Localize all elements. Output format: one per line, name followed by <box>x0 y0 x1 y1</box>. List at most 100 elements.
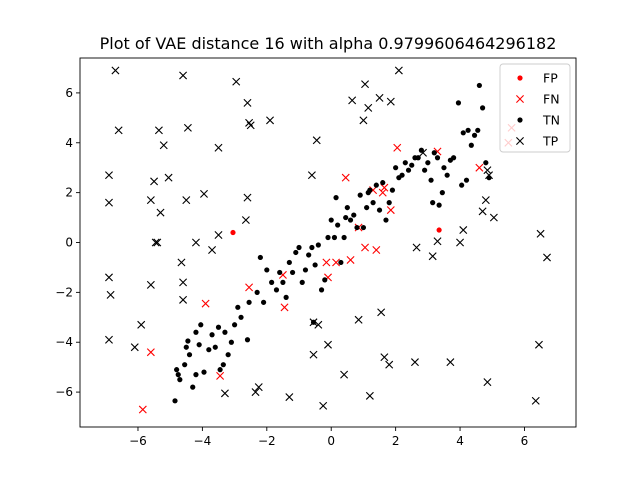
point-tn <box>172 398 178 404</box>
cross-fn <box>372 245 381 254</box>
point-tn <box>302 267 309 273</box>
cross-tp <box>183 123 192 132</box>
point-tn <box>283 294 289 300</box>
point-tn <box>451 155 457 161</box>
point-tn <box>430 200 436 206</box>
point-tn <box>257 254 263 261</box>
point-tn <box>182 362 188 368</box>
cross-tp <box>361 80 370 89</box>
cross-fn <box>378 188 387 197</box>
x-tick-label: 6 <box>521 434 529 448</box>
cross-tp <box>483 378 492 387</box>
cross-tp <box>106 290 115 299</box>
series-tn <box>172 82 492 404</box>
cross-fn <box>138 405 147 414</box>
cross-fn <box>201 299 210 308</box>
cross-tp <box>536 229 545 238</box>
cross-tp <box>446 358 455 367</box>
plot-marks <box>104 66 552 414</box>
cross-tp <box>266 116 275 125</box>
cross-tp <box>483 166 492 175</box>
point-tn <box>422 167 428 173</box>
cross-tp <box>340 370 349 379</box>
cross-tp <box>151 238 160 247</box>
cross-tp <box>214 231 223 240</box>
cross-tp <box>179 71 188 80</box>
cross-tp <box>137 320 146 329</box>
cross-tp <box>531 396 540 405</box>
point-tn <box>380 180 386 186</box>
point-tn <box>383 217 389 223</box>
cross-tp <box>377 308 386 317</box>
cross-tp <box>104 171 113 180</box>
point-tn <box>235 304 241 310</box>
point-tn <box>364 204 370 211</box>
point-tn <box>465 127 471 133</box>
cross-tp <box>314 320 323 329</box>
point-tn <box>357 192 363 198</box>
point-tn <box>206 347 212 353</box>
cross-tp <box>354 315 363 324</box>
point-tn <box>444 172 450 178</box>
cross-fn <box>322 258 331 267</box>
cross-tp <box>412 243 421 252</box>
cross-fn <box>380 183 389 192</box>
cross-tp <box>375 93 384 102</box>
point-tn <box>386 200 392 206</box>
legend-label-fp: FP <box>543 71 558 86</box>
point-tn <box>293 249 299 256</box>
point-tn <box>476 82 482 89</box>
cross-fn <box>280 303 289 312</box>
point-tn <box>373 182 379 188</box>
cross-tp <box>156 208 165 217</box>
point-tn <box>463 177 470 183</box>
cross-tp <box>241 216 250 225</box>
cross-tp <box>385 360 394 369</box>
point-tn <box>428 177 434 183</box>
point-tn <box>212 344 218 350</box>
legend-marker-tp <box>516 137 524 145</box>
cross-tp <box>246 121 255 130</box>
point-tn <box>376 207 383 213</box>
cross-tp <box>154 126 163 135</box>
legend: FP FN TN TP <box>499 63 571 153</box>
point-tn <box>217 367 223 373</box>
point-tn <box>193 329 199 335</box>
legend-marker-fn <box>516 95 524 103</box>
point-tn <box>354 224 360 231</box>
cross-tp <box>307 171 316 180</box>
cross-fn <box>341 173 350 182</box>
legend-label-tp: TP <box>542 134 559 149</box>
cross-fn <box>216 371 225 380</box>
cross-tp <box>182 196 191 205</box>
cross-tp <box>359 116 368 125</box>
point-tn <box>344 204 350 211</box>
point-tn <box>460 130 466 136</box>
legend-label-tn: TN <box>542 113 560 128</box>
point-tn <box>296 244 302 251</box>
point-tn <box>312 262 318 268</box>
cross-tp <box>543 253 552 262</box>
cross-fn <box>386 206 395 215</box>
point-tn <box>309 244 315 251</box>
legend-box <box>499 63 571 153</box>
cross-fn <box>245 283 254 292</box>
y-tick-label: −4 <box>55 335 73 349</box>
point-tn <box>198 322 204 328</box>
point-tn <box>331 234 338 241</box>
cross-tp <box>364 103 373 112</box>
cross-tp <box>177 258 186 267</box>
y-tick-label: 4 <box>65 136 73 150</box>
cross-tp <box>386 97 395 106</box>
point-tn <box>425 160 431 166</box>
cross-tp <box>200 189 208 198</box>
point-tn <box>254 289 260 295</box>
point-tn <box>325 234 331 241</box>
point-tn <box>222 329 228 335</box>
cross-tp <box>428 252 437 261</box>
cross-tp <box>285 393 294 402</box>
cross-tp <box>478 207 487 216</box>
point-tn <box>209 332 215 338</box>
point-tn <box>220 362 226 368</box>
point-tn <box>333 195 339 201</box>
